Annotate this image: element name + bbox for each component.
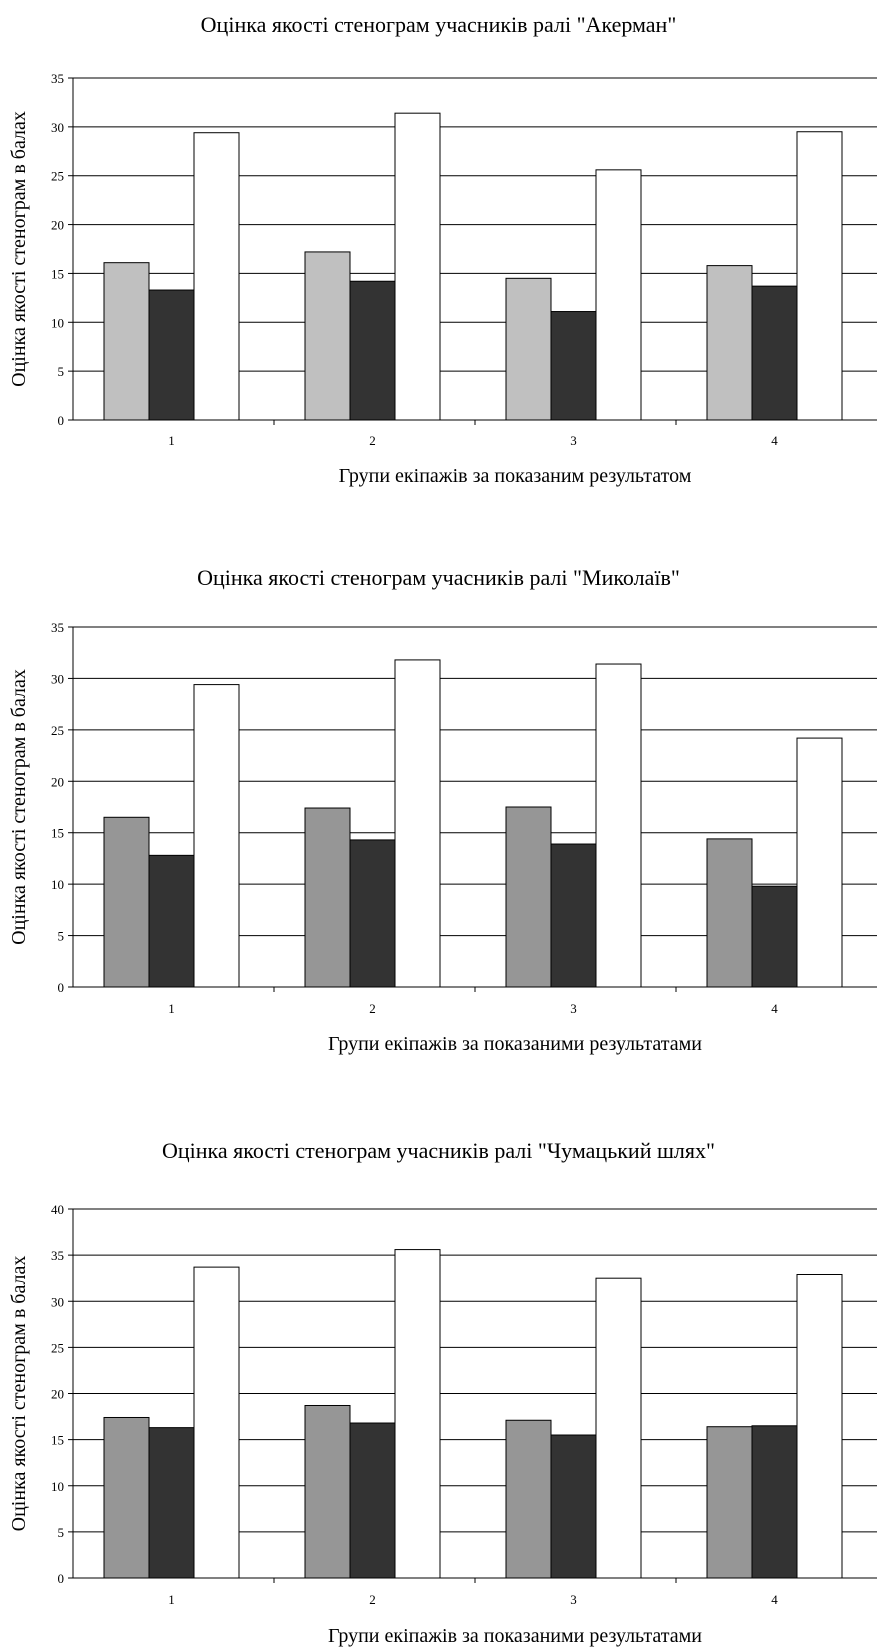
y-tick-label: 25 [51,723,64,738]
bar-series-1-group-1 [103,1416,150,1579]
y-tick-label: 5 [58,364,65,379]
y-tick-label: 5 [58,929,65,944]
bar-series-2-group-3 [550,311,597,421]
x-tick-label: 1 [168,1001,175,1016]
y-tick-label: 25 [51,169,64,184]
y-tick-label: 30 [51,1294,64,1309]
x-tick-label: 1 [168,1592,175,1607]
x-tick-label: 1 [168,433,175,448]
x-axis-title: Групи екіпажів за показаним результатом [339,465,692,487]
y-tick-label: 20 [51,1387,64,1402]
bar-series-2-group-1 [148,1427,195,1579]
y-tick-label: 15 [51,1433,64,1448]
x-axis-title: Групи екіпажів за показаними результатам… [328,1033,702,1055]
bar-series-1-group-4 [706,1426,753,1579]
bar-series-1-group-4 [706,838,753,988]
y-tick-label: 10 [51,877,64,892]
y-tick-label: 35 [51,620,64,635]
bar-series-1-group-1 [103,262,150,421]
bar-series-2-group-3 [550,1434,597,1579]
bar-chart-akerman: 0 5 10 15 20 25 30 35 1 2 3 4 Групи екіпажів за пока… [8,71,877,487]
bar-series-3-group-3 [595,663,642,988]
bar-series-1-group-2 [304,1404,351,1579]
bar-series-3-group-1 [193,132,240,421]
y-axis-title: Оцінка якості стенограм в балах [8,111,30,387]
chart-title: Оцінка якості стенограм учасників ралі "… [200,12,677,37]
x-tick-label: 4 [771,1592,778,1607]
x-tick-label: 3 [570,1001,577,1016]
y-axis-title: Оцінка якості стенограм в балах [8,1256,30,1532]
chart-akerman: Оцінка якості стенограм учасників ралі "… [0,0,877,500]
bar-series-3-group-2 [394,112,441,421]
x-axis-title: Групи екіпажів за показаними результатам… [328,1625,702,1647]
y-tick-label: 15 [51,266,64,281]
bar-series-2-group-4 [751,1425,798,1579]
chart-mykolaiv: Оцінка якості стенограм учасників ралі "… [8,565,877,1055]
chart-title: Оцінка якості стенограм учасників ралі "… [162,1138,715,1163]
bar-series-2-group-2 [349,1422,396,1579]
bar-series-3-group-1 [193,1266,240,1579]
x-tick-label: 2 [369,1592,376,1607]
y-tick-label: 0 [58,413,65,428]
y-tick-label: 10 [51,1479,64,1494]
bar-series-1-group-3 [505,1419,552,1579]
y-tick-label: 15 [51,826,64,841]
bar-series-2-group-2 [349,280,396,421]
bar-series-3-group-2 [394,659,441,988]
bar-series-3-group-2 [394,1249,441,1579]
y-tick-label: 35 [51,1248,64,1263]
bar-series-2-group-4 [751,285,798,421]
y-tick-label: 0 [58,1571,65,1586]
bar-series-3-group-3 [595,169,642,421]
bar-chart-mykolaiv: 0 5 10 15 20 25 30 35 1 2 3 4 Групи екіпажів за пока… [8,620,877,1055]
bar-series-3-group-1 [193,684,240,988]
bar-series-2-group-2 [349,839,396,988]
y-tick-label: 0 [58,980,65,995]
y-axis-title: Оцінка якості стенограм в балах [8,669,30,945]
bar-series-3-group-4 [796,1273,843,1579]
y-tick-label: 30 [51,671,64,686]
y-tick-label: 20 [51,774,64,789]
bar-series-2-group-4 [751,885,798,988]
y-tick-label: 25 [51,1340,64,1355]
x-tick-label: 3 [570,433,577,448]
y-tick-label: 20 [51,218,64,233]
y-tick-label: 30 [51,120,64,135]
x-tick-label: 2 [369,433,376,448]
x-tick-label: 3 [570,1592,577,1607]
y-tick-label: 10 [51,315,64,330]
bar-series-3-group-4 [796,131,843,421]
x-tick-label: 4 [771,433,778,448]
bar-series-1-group-3 [505,806,552,988]
y-tick-label: 5 [58,1525,65,1540]
y-tick-label: 40 [51,1202,64,1217]
bar-series-3-group-3 [595,1277,642,1579]
x-tick-label: 4 [771,1001,778,1016]
chart-title: Оцінка якості стенограм учасників ралі "… [197,565,680,590]
x-tick-label: 2 [369,1001,376,1016]
y-tick-label: 35 [51,71,64,86]
